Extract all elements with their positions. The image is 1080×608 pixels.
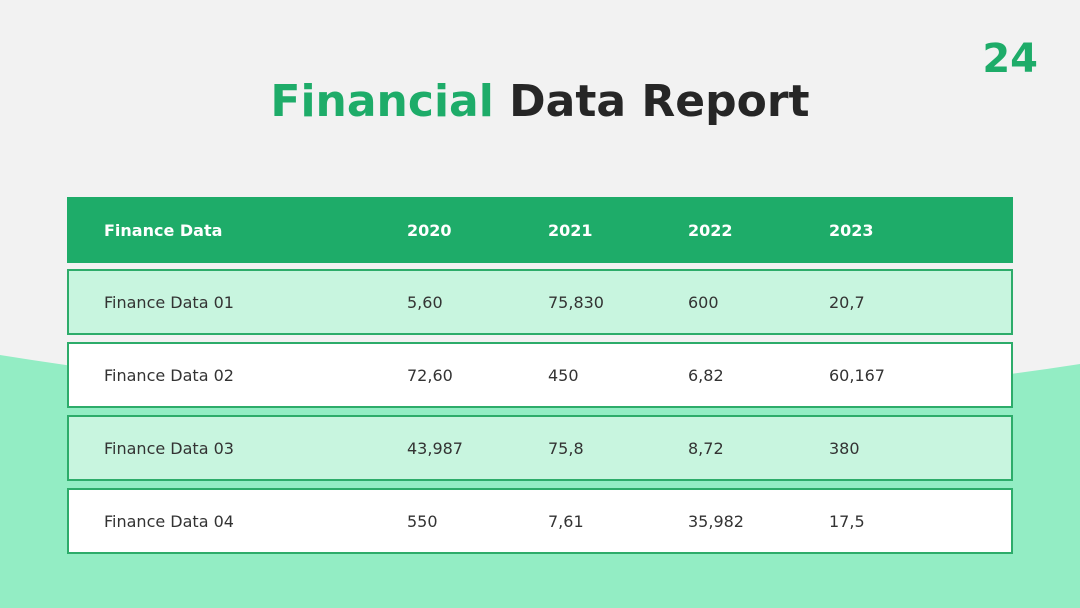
table-cell: Finance Data 01 xyxy=(104,292,234,312)
table-header: Finance Data 2020 2021 2022 2023 xyxy=(67,197,1013,263)
table-cell: 35,982 xyxy=(688,511,744,531)
table-row: Finance Data 02 72,60 450 6,82 60,167 xyxy=(67,342,1013,408)
table-cell: 2023 xyxy=(829,220,874,240)
table-cell: 75,8 xyxy=(548,438,584,458)
table-cell: 72,60 xyxy=(407,365,453,385)
title: Financial Data Report xyxy=(0,76,1080,127)
table-row: Finance Data 04 550 7,61 35,982 17,5 xyxy=(67,488,1013,554)
table-cell: 6,82 xyxy=(688,365,724,385)
table-cell: Finance Data 04 xyxy=(104,511,234,531)
title-highlight: Financial xyxy=(270,76,494,127)
table-cell: 7,61 xyxy=(548,511,584,531)
table-cell: 8,72 xyxy=(688,438,724,458)
table-cell: 2021 xyxy=(548,220,593,240)
table-row: Finance Data 01 5,60 75,830 600 20,7 xyxy=(67,269,1013,335)
page-number: 24 xyxy=(982,36,1038,82)
table-cell: 5,60 xyxy=(407,292,443,312)
table-cell: 550 xyxy=(407,511,438,531)
table-cell: 43,987 xyxy=(407,438,463,458)
table-cell: 20,7 xyxy=(829,292,865,312)
table-cell: 380 xyxy=(829,438,860,458)
table-cell: Finance Data 03 xyxy=(104,438,234,458)
table-cell: 2022 xyxy=(688,220,733,240)
title-text: Data Report xyxy=(509,76,810,127)
table-cell: 60,167 xyxy=(829,365,885,385)
table-cell: 2020 xyxy=(407,220,452,240)
table-cell: 600 xyxy=(688,292,719,312)
table-cell: 75,830 xyxy=(548,292,604,312)
table-row: Finance Data 03 43,987 75,8 8,72 380 xyxy=(67,415,1013,481)
table-cell: 17,5 xyxy=(829,511,865,531)
table-cell: Finance Data 02 xyxy=(104,365,234,385)
table-cell: 450 xyxy=(548,365,579,385)
table-cell: Finance Data xyxy=(104,220,223,240)
